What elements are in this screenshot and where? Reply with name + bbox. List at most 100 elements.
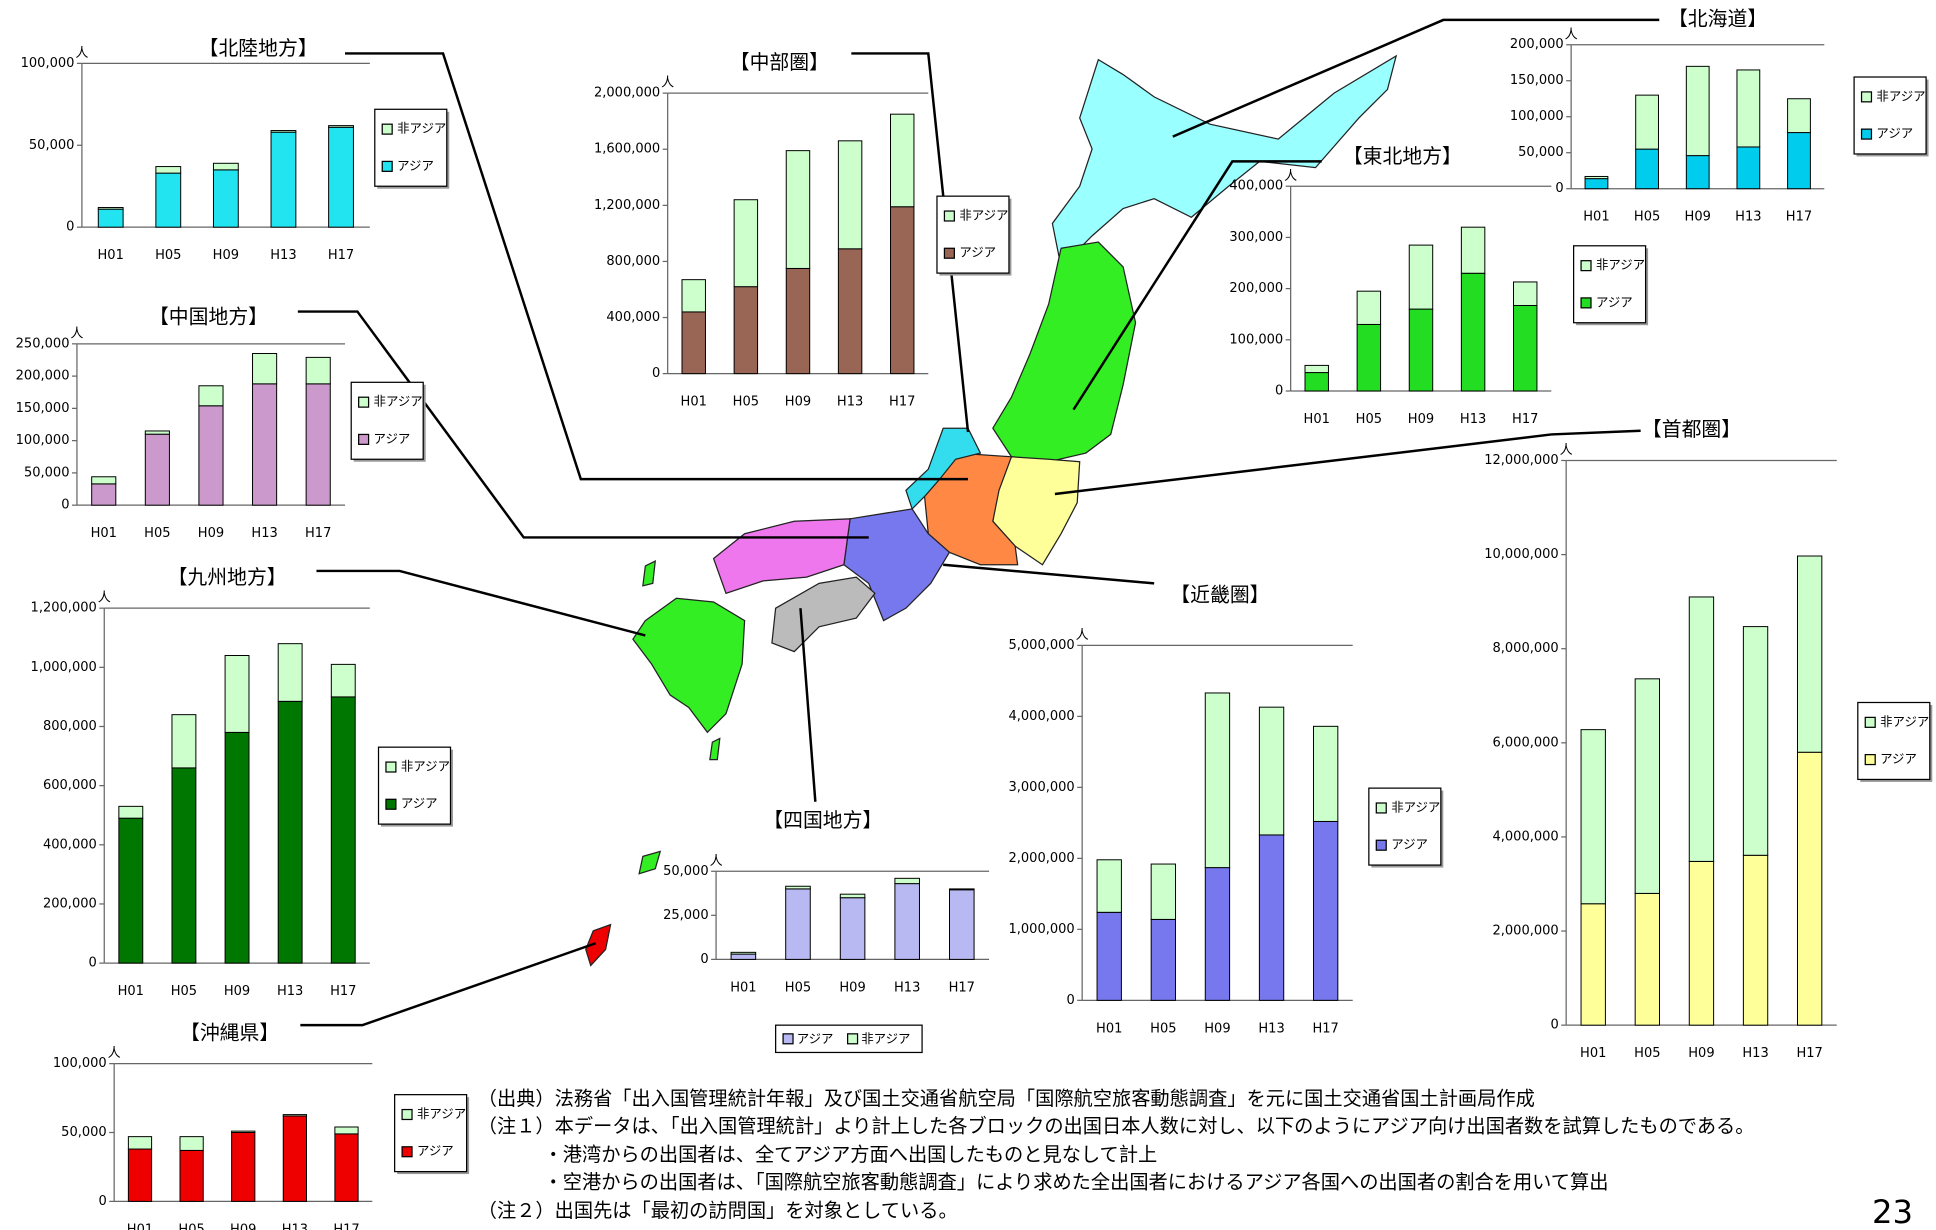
y-tick-label: 0 (1555, 181, 1563, 196)
legend-box (394, 1094, 468, 1173)
bar-segment (1304, 364, 1329, 374)
x-tick-label: H09 (230, 1222, 256, 1230)
x-tick-label: H13 (1460, 412, 1486, 427)
notes: （出典）法務省「出入国管理統計年報」及び国土交通省航空局「国際航空旅客動態調査」… (478, 1087, 1755, 1222)
y-tick-label: 0 (89, 956, 97, 971)
y-tick-label: 100,000 (16, 433, 70, 448)
bar-segment (231, 1130, 256, 1134)
y-tick-label: 0 (66, 220, 74, 235)
y-tick-label: 0 (652, 366, 660, 381)
bar-segment (277, 700, 303, 964)
y-tick-label: 50,000 (29, 138, 75, 153)
bar-segment (1258, 706, 1285, 836)
leader-line (943, 563, 1155, 585)
bar-segment (155, 172, 182, 228)
legend-label: アジア (1880, 751, 1917, 766)
y-tick-label: 4,000,000 (1008, 709, 1074, 724)
chart-title: 【中国地方】 (149, 305, 268, 328)
y-tick-label: 0 (700, 952, 708, 967)
x-tick-label: H09 (1685, 210, 1711, 225)
x-tick-label: H13 (282, 1222, 308, 1230)
bar-segment (890, 113, 915, 208)
bar-segment (1796, 555, 1823, 753)
x-tick-label: H13 (1258, 1021, 1284, 1036)
y-tick-label: 10,000,000 (1484, 547, 1559, 562)
bar-segment (1150, 863, 1177, 920)
legend-box (1368, 787, 1442, 866)
legend-label: 非アジア (1391, 799, 1440, 814)
bar-segment (1356, 290, 1382, 325)
bar-segment (733, 199, 759, 288)
x-tick-label: H13 (894, 980, 920, 995)
legend-swatch (401, 1146, 413, 1158)
chart: 【沖縄県】人 0 50,000 100,000 H01 H05 H09 H13 H17 非アジアア… (53, 1021, 470, 1230)
bar-segment (127, 1148, 153, 1202)
x-tick-label: H01 (98, 248, 124, 263)
x-tick-label: H01 (1304, 412, 1330, 427)
y-unit: 人 (70, 326, 83, 341)
y-tick-label: 1,000,000 (31, 660, 97, 675)
legend-box (1573, 245, 1647, 324)
bar-segment (328, 125, 354, 128)
y-tick-label: 100,000 (21, 56, 75, 71)
y-tick-label: 150,000 (1510, 73, 1564, 88)
bar-segment (1742, 626, 1769, 856)
leader-line (1072, 160, 1322, 411)
bar-segment (1460, 272, 1486, 392)
bar-segment (1584, 175, 1609, 180)
bar-segment (785, 888, 811, 960)
legend-label: 非アジア (1596, 257, 1645, 272)
x-tick-label: H17 (1312, 1021, 1338, 1036)
legend-label: 非アジア (959, 208, 1008, 223)
bar-segment (1512, 281, 1538, 307)
x-tick-label: H13 (251, 526, 277, 541)
y-unit: 人 (710, 854, 723, 869)
bar-segment (91, 476, 117, 485)
legend-swatch (1580, 297, 1592, 309)
map-kinki (843, 508, 951, 622)
bar-segment (1634, 892, 1661, 1026)
x-tick-label: H05 (171, 984, 197, 999)
bar-segment (1685, 65, 1710, 157)
bar-segment (1580, 729, 1606, 905)
y-tick-label: 6,000,000 (1492, 735, 1558, 750)
legend-label: 非アジア (401, 759, 450, 774)
bar-segment (785, 267, 811, 375)
x-tick-label: H09 (839, 980, 865, 995)
y-tick-label: 200,000 (1510, 37, 1564, 52)
x-tick-label: H05 (1634, 1046, 1660, 1061)
map-hokkaido (1051, 54, 1398, 269)
chart: 【北陸地方】 人 0 50,000 100,000 H01 H05 H09 H13 H17 非アジア… (21, 37, 450, 263)
bar-segment (1787, 98, 1811, 134)
x-tick-label: H05 (733, 395, 759, 410)
legend-label: 非アジア (1876, 88, 1925, 103)
map-islands (638, 559, 721, 875)
y-tick-label: 0 (1066, 993, 1074, 1008)
y-tick-label: 50,000 (61, 1125, 107, 1140)
bar-segment (730, 953, 757, 960)
x-tick-label: H05 (155, 248, 181, 263)
y-tick-label: 25,000 (663, 908, 709, 923)
bar-segment (785, 885, 811, 890)
legend-swatch (943, 210, 955, 222)
y-tick-label: 300,000 (1229, 230, 1283, 245)
legend-box (1853, 76, 1927, 155)
bar-segment (97, 207, 124, 210)
note-line: ・空港からの出国者は、「国際航空旅客動態調査」により求めた全出国者におけるアジア… (544, 1170, 1609, 1193)
map-shikoku (771, 576, 876, 653)
x-tick-label: H17 (333, 1222, 359, 1230)
chart-title: 【九州地方】 (168, 566, 287, 589)
y-tick-label: 50,000 (663, 864, 709, 879)
bar-segment (127, 1136, 153, 1150)
bar-segment (1736, 146, 1761, 190)
x-tick-label: H05 (144, 526, 170, 541)
y-tick-label: 50,000 (1518, 145, 1564, 160)
legend-label: 非アジア (1880, 714, 1929, 729)
x-tick-label: H09 (224, 984, 250, 999)
x-tick-label: H17 (949, 980, 975, 995)
y-tick-label: 2,000,000 (1492, 924, 1558, 939)
bar-segment (171, 714, 197, 769)
legend-label: 非アジア (417, 1106, 466, 1121)
legend-swatch (1580, 260, 1592, 272)
x-tick-label: H13 (277, 984, 303, 999)
